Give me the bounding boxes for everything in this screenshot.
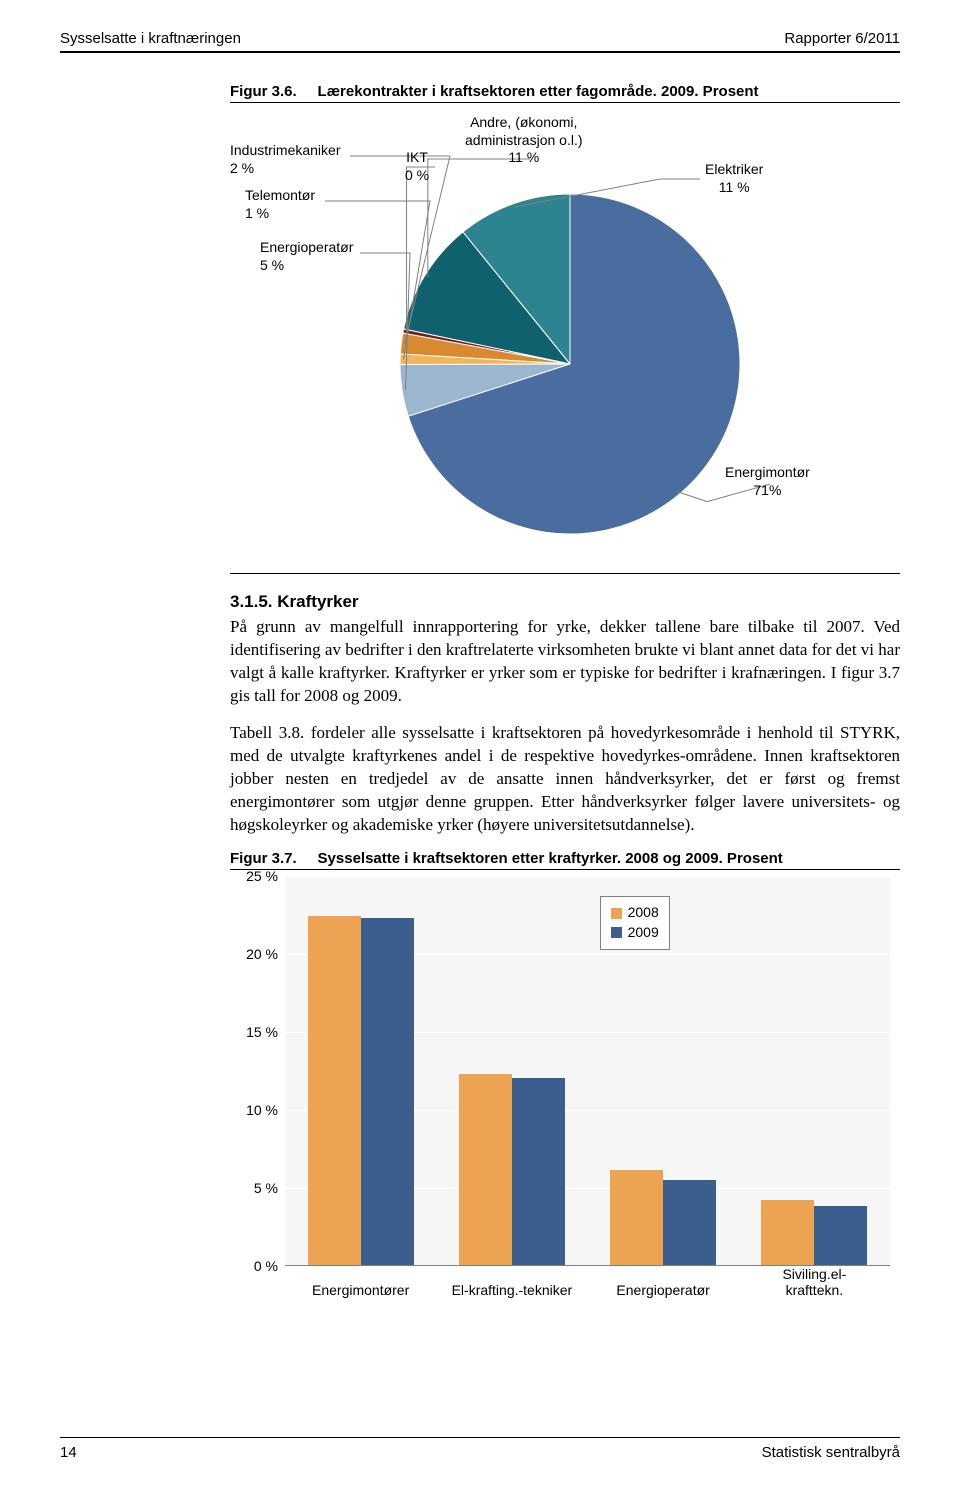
figure-3-6-rule [230, 102, 900, 103]
pie-label-telemontor: Telemontør1 % [245, 187, 315, 222]
pie-label-energimontor: Energimontør71% [725, 464, 810, 499]
header-right: Rapporter 6/2011 [784, 30, 900, 47]
y-axis-label: 15 % [230, 1024, 278, 1040]
bar [512, 1078, 565, 1265]
bar [814, 1206, 867, 1265]
y-axis-label: 10 % [230, 1102, 278, 1118]
pie-label-energioperator: Energioperatør5 % [260, 239, 353, 274]
bar-plot-area [285, 876, 890, 1266]
pie-label-industrimekaniker: Industrimekaniker2 % [230, 142, 341, 177]
x-axis-label: Siviling.el-krafttekn. [772, 1266, 858, 1298]
bar [761, 1200, 814, 1266]
page-number: 14 [60, 1444, 77, 1461]
figure-3-7-rule [230, 869, 900, 870]
y-axis-label: 0 % [230, 1258, 278, 1274]
legend-item: 2009 [611, 923, 659, 943]
bar [663, 1180, 716, 1266]
legend-swatch [611, 927, 622, 938]
legend: 20082009 [600, 896, 670, 949]
pie-label-andre: Andre, (økonomi,administrasjon o.l.)11 % [465, 114, 583, 167]
bar [308, 916, 361, 1265]
figure-3-6-bottom-rule [230, 573, 900, 574]
bar [610, 1170, 663, 1265]
figure-3-7-chart: 0 %5 %10 %15 %20 %25 %EnergimontørerEl-k… [230, 876, 900, 1316]
y-axis-label: 5 % [230, 1180, 278, 1196]
y-axis-label: 25 % [230, 868, 278, 884]
bar [459, 1074, 512, 1266]
section-para-2: Tabell 3.8. fordeler alle sysselsatte i … [230, 722, 900, 837]
header-left: Sysselsatte i kraftnæringen [60, 30, 241, 47]
x-axis-label: El-krafting.-tekniker [452, 1282, 573, 1298]
legend-swatch [611, 908, 622, 919]
pie-chart-svg [230, 109, 900, 569]
bar [361, 918, 414, 1266]
x-axis-label: Energioperatør [616, 1282, 709, 1298]
section-para-1: På grunn av mangelfull innrapportering f… [230, 616, 900, 708]
pie-label-elektriker: Elektriker11 % [705, 161, 763, 196]
legend-item: 2008 [611, 903, 659, 923]
x-axis-label: Energimontører [312, 1282, 409, 1298]
figure-3-6-title: Figur 3.6. Lærekontrakter i kraftsektore… [230, 83, 900, 100]
section-heading: 3.1.5. Kraftyrker [230, 592, 900, 612]
footer-org: Statistisk sentralbyrå [762, 1444, 900, 1461]
header-rule [60, 51, 900, 53]
y-axis-label: 20 % [230, 946, 278, 962]
section-body: På grunn av mangelfull innrapportering f… [230, 616, 900, 836]
figure-3-6-chart: Andre, (økonomi,administrasjon o.l.)11 %… [230, 109, 900, 569]
pie-label-ikt: IKT0 % [405, 149, 429, 184]
page-header: Sysselsatte i kraftnæringen Rapporter 6/… [60, 30, 900, 47]
figure-3-7-title: Figur 3.7. Sysselsatte i kraftsektoren e… [230, 850, 900, 867]
legend-label: 2008 [628, 903, 659, 923]
legend-label: 2009 [628, 923, 659, 943]
page-footer: 14 Statistisk sentralbyrå [60, 1437, 900, 1461]
